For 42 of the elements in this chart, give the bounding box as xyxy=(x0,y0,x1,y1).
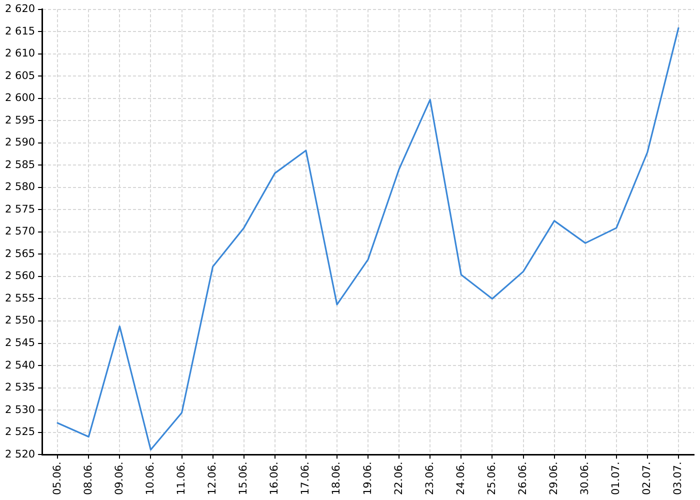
x-tick-label: 19.06. xyxy=(362,462,374,496)
x-tick-label: 23.06. xyxy=(424,462,436,496)
y-tick-label: 2 585 xyxy=(4,158,36,171)
y-tick-label: 2 535 xyxy=(4,382,36,394)
y-tick-label: 2 600 xyxy=(4,92,36,104)
y-tick-label: 2 575 xyxy=(4,203,36,216)
x-tick-label: 25.06. xyxy=(486,462,498,496)
x-tick-label: 08.06. xyxy=(82,462,94,496)
y-tick-label: 2 620 xyxy=(4,3,36,16)
y-tick-label: 2 560 xyxy=(4,270,36,282)
y-tick-label: 2 555 xyxy=(4,292,36,304)
x-tick-label: 30.06. xyxy=(579,462,592,496)
x-tick-label: 03.07. xyxy=(672,462,684,496)
x-tick-label: 09.06. xyxy=(113,462,126,496)
x-tick-label: 24.06. xyxy=(454,462,467,496)
x-tick-label: 12.06. xyxy=(206,462,219,496)
y-tick-label: 2 520 xyxy=(4,448,36,460)
x-tick-label: 10.06. xyxy=(144,462,156,496)
x-tick-label: 02.07. xyxy=(641,462,654,496)
y-tick-label: 2 570 xyxy=(4,226,36,238)
x-tick-label: 17.06. xyxy=(300,462,312,496)
x-tick-label: 18.06. xyxy=(330,462,343,496)
y-tick-label: 2 615 xyxy=(4,25,36,38)
x-tick-label: 11.06. xyxy=(175,462,188,496)
y-tick-label: 2 605 xyxy=(4,70,36,82)
y-tick-label: 2 525 xyxy=(4,426,36,438)
x-tick-label: 05.06. xyxy=(51,462,64,496)
y-tick-label: 2 580 xyxy=(4,181,36,194)
y-tick-label: 2 590 xyxy=(4,136,36,149)
x-tick-label: 22.06. xyxy=(392,462,405,496)
y-tick-label: 2 550 xyxy=(4,314,36,327)
x-tick-label: 16.06. xyxy=(268,462,281,496)
y-tick-label: 2 545 xyxy=(4,337,36,350)
y-tick-label: 2 610 xyxy=(4,48,36,60)
x-tick-label: 01.07. xyxy=(610,462,622,496)
y-tick-label: 2 595 xyxy=(4,114,36,126)
y-tick-label: 2 540 xyxy=(4,359,36,372)
x-tick-label: 15.06. xyxy=(238,462,250,496)
y-tick-label: 2 530 xyxy=(4,404,36,416)
x-tick-label: 29.06. xyxy=(548,462,560,496)
y-tick-label: 2 565 xyxy=(4,248,36,260)
x-tick-label: 26.06. xyxy=(516,462,529,496)
